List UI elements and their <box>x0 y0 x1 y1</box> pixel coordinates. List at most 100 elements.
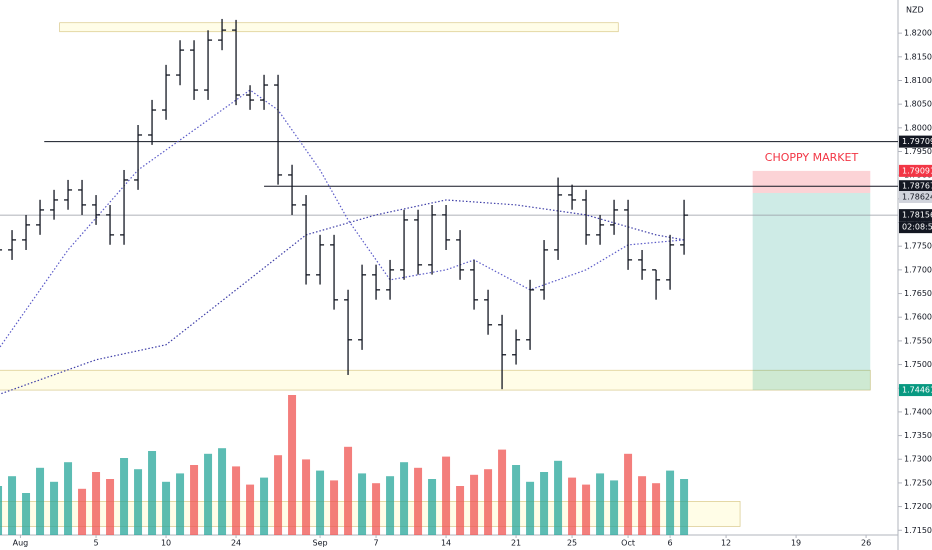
volume-bar <box>442 456 451 535</box>
price-badge <box>899 190 932 203</box>
position-target <box>752 192 871 391</box>
y-tick-label: 1.77500 <box>904 242 932 251</box>
volume-bar <box>358 473 367 535</box>
volume-bar <box>666 470 675 535</box>
y-tick-label: 1.75000 <box>904 360 932 369</box>
y-tick-label: 1.81000 <box>904 76 932 85</box>
volume-bar <box>0 486 3 535</box>
y-tick-label: 1.79500 <box>904 147 932 156</box>
volume-bar <box>624 453 633 535</box>
moving-average <box>0 199 685 395</box>
zone <box>59 22 619 33</box>
x-tick-label: 10 <box>161 539 171 548</box>
y-tick-label: 1.75500 <box>904 336 932 345</box>
volume-bar <box>22 493 31 535</box>
volume-bar <box>134 469 143 535</box>
volume-bar <box>190 465 199 535</box>
countdown: 02:08:52 <box>902 223 932 232</box>
volume-bar <box>50 481 59 535</box>
volume-bar <box>610 480 619 535</box>
price-badge-label: 1.79091 <box>902 166 932 175</box>
y-tick-label: 1.71500 <box>904 526 932 535</box>
volume-bar <box>652 483 661 535</box>
volume-bar <box>246 484 255 535</box>
volume-bar <box>638 476 647 535</box>
x-tick-label: 24 <box>231 539 241 548</box>
volume-bar <box>470 474 479 535</box>
price-badge <box>899 209 932 222</box>
x-tick-label: 26 <box>861 539 871 548</box>
y-tick-label: 1.73000 <box>904 455 932 464</box>
price-badge-label: 1.78767 <box>902 182 932 191</box>
volume-bar <box>288 395 297 535</box>
zone <box>0 369 871 391</box>
volume-bar <box>428 479 437 535</box>
volume-bar <box>162 481 171 535</box>
x-tick-label: Aug <box>13 539 29 548</box>
x-tick-label: 25 <box>567 539 577 548</box>
x-tick-label: 12 <box>721 539 731 548</box>
volume-bar <box>540 472 549 535</box>
volume-bar <box>120 458 129 535</box>
volume-bar <box>512 465 521 535</box>
volume-bar <box>92 472 101 535</box>
y-tick-label: 1.72500 <box>904 478 932 487</box>
y-tick-label: 1.80000 <box>904 123 932 132</box>
volume-bar <box>64 462 73 535</box>
x-tick-label: 14 <box>441 539 451 548</box>
volume-bar <box>498 449 507 535</box>
volume-bar <box>218 448 227 535</box>
volume-bar <box>596 473 605 535</box>
volume-bar <box>78 488 87 535</box>
countdown-badge <box>899 221 932 234</box>
volume-bar <box>260 477 269 535</box>
y-tick-label: 1.72000 <box>904 502 932 511</box>
volume-bar <box>274 455 283 535</box>
volume-bar <box>554 460 563 535</box>
volume-bar <box>344 446 353 535</box>
volume-bar <box>400 462 409 535</box>
volume-bar <box>302 459 311 535</box>
x-tick-label: Sep <box>313 539 328 548</box>
currency-label: NZD <box>906 6 924 15</box>
y-tick-label: 1.81500 <box>904 52 932 61</box>
volume-bar <box>36 467 45 535</box>
y-tick-label: 1.74000 <box>904 407 932 416</box>
volume-bar <box>176 473 185 535</box>
y-tick-label: 1.80500 <box>904 100 932 109</box>
price-badge <box>899 135 932 148</box>
volume-bar <box>680 479 689 535</box>
volume-bar <box>582 484 591 535</box>
price-badge-label: 1.78156 <box>902 211 932 220</box>
price-badge <box>899 180 932 193</box>
price-badge-label: 1.78624 <box>902 192 932 201</box>
position-label: CHOPPY MARKET <box>765 151 859 164</box>
x-tick-label: 19 <box>791 539 801 548</box>
volume-bar <box>232 466 241 535</box>
x-tick-label: 6 <box>668 539 673 548</box>
x-tick-label: 7 <box>374 539 379 548</box>
volume-bar <box>106 479 115 535</box>
y-tick-label: 1.82000 <box>904 29 932 38</box>
x-tick-label: 5 <box>93 539 98 548</box>
price-badge <box>899 384 932 397</box>
volume-bar <box>330 480 339 535</box>
volume-bar <box>568 477 577 535</box>
price-badge <box>899 164 932 177</box>
volume-bar <box>204 453 213 535</box>
volume-bar <box>316 470 325 535</box>
volume-bar <box>414 467 423 535</box>
volume-bar <box>8 476 17 535</box>
x-tick-label: Oct <box>621 539 635 548</box>
volume-bar <box>386 476 395 535</box>
x-tick-label: 21 <box>511 539 521 548</box>
price-badge-label: 1.74461 <box>902 386 932 395</box>
price-badge-label: 1.79709 <box>902 137 932 146</box>
volume-bar <box>456 486 465 535</box>
volume-bar <box>372 483 381 535</box>
y-tick-label: 1.76500 <box>904 289 932 298</box>
volume-bar <box>526 481 535 535</box>
position-stop <box>752 170 871 193</box>
volume-bar <box>484 469 493 535</box>
